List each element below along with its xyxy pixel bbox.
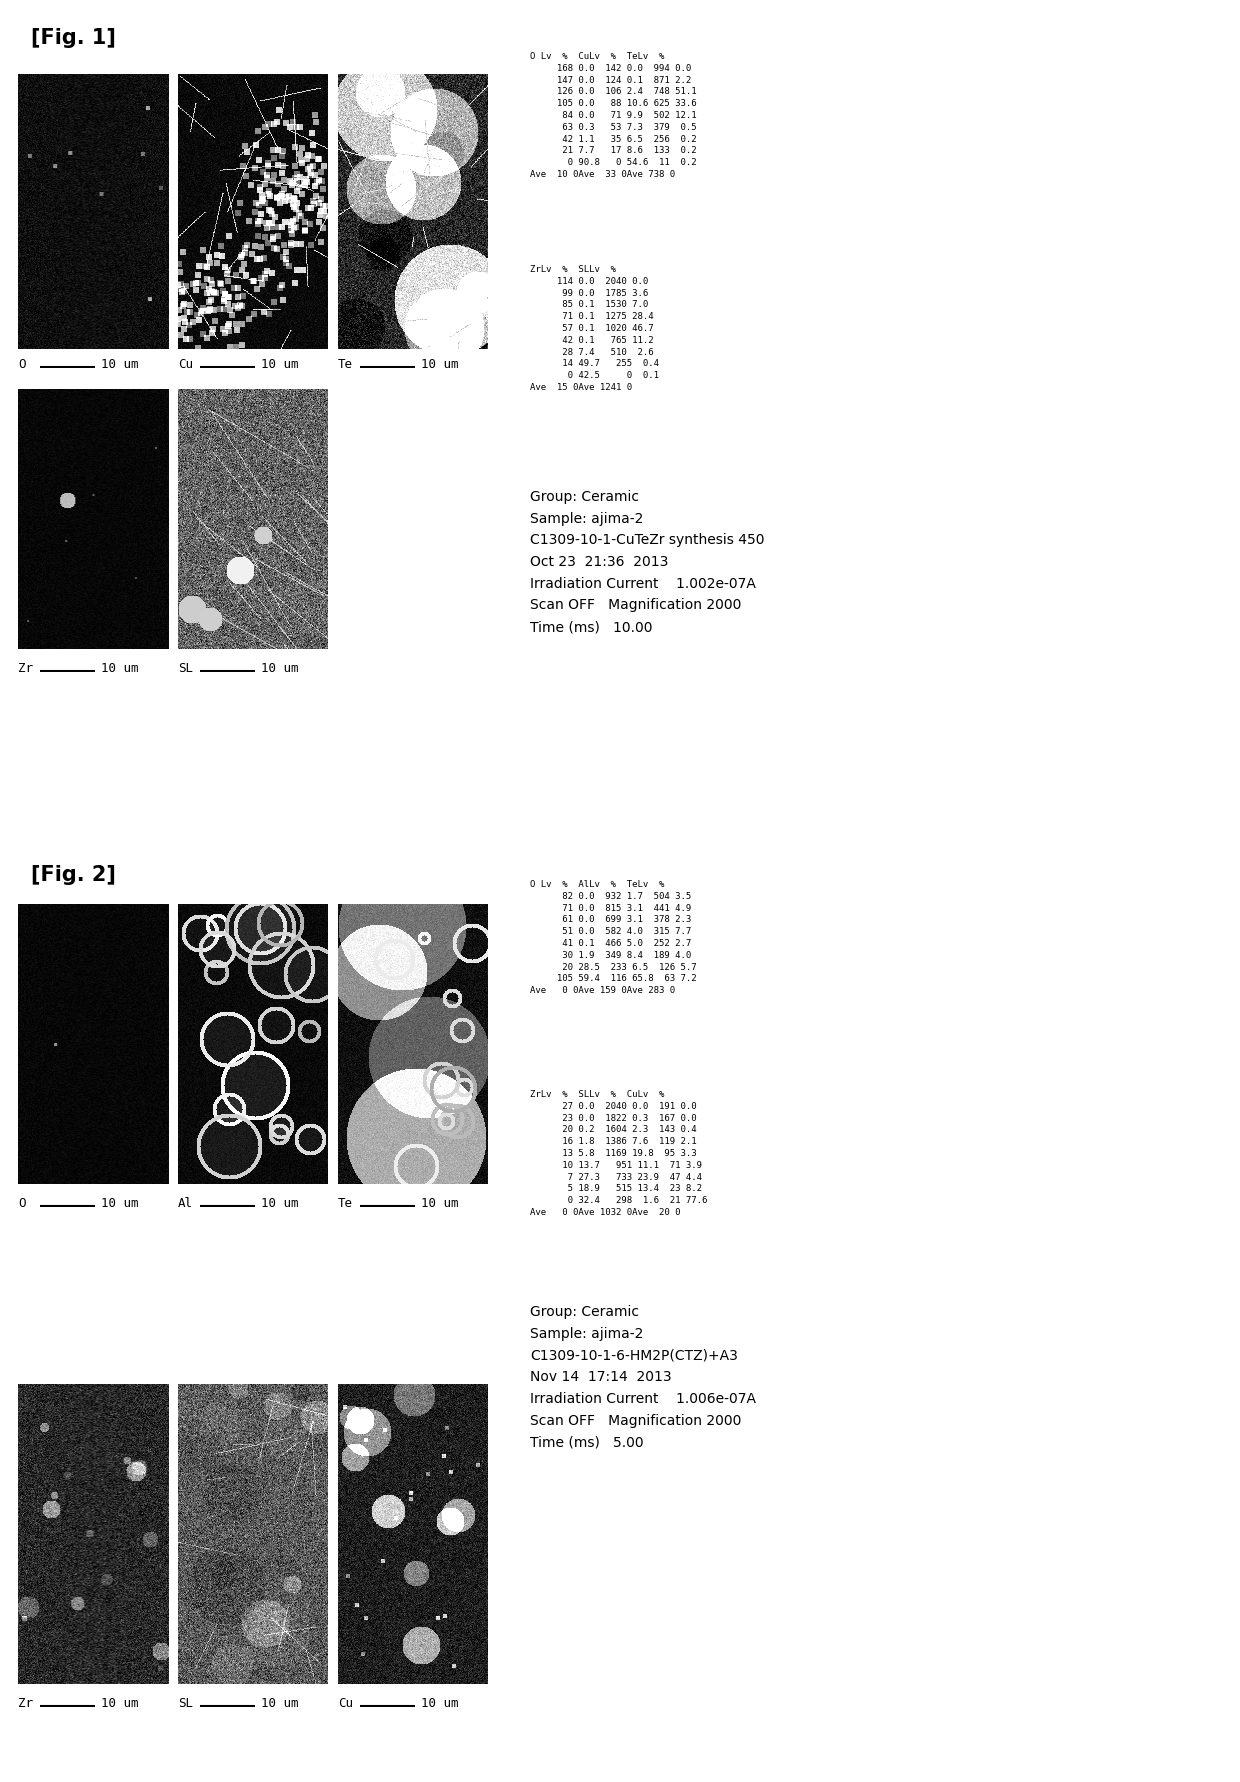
Text: 10 um: 10 um [262, 358, 299, 371]
Text: ZrLv  %  SLLv  %
     114 0.0  2040 0.0
      99 0.0  1785 3.6
      85 0.1  153: ZrLv % SLLv % 114 0.0 2040 0.0 99 0.0 17… [529, 266, 658, 392]
Text: 10 um: 10 um [262, 1196, 299, 1210]
Text: Te: Te [339, 1196, 353, 1210]
Text: Cu: Cu [179, 358, 193, 371]
Text: Cu: Cu [339, 1696, 353, 1709]
Text: 10 um: 10 um [102, 358, 139, 371]
Text: Group: Ceramic
Sample: ajima-2
C1309-10-1-6-HM2P(CTZ)+A3
Nov 14  17:14  2013
Irr: Group: Ceramic Sample: ajima-2 C1309-10-… [529, 1304, 756, 1449]
Text: ZrLv  %  SLLv  %  CuLv  %
      27 0.0  2040 0.0  191 0.0
      23 0.0  1822 0.3: ZrLv % SLLv % CuLv % 27 0.0 2040 0.0 191… [529, 1089, 707, 1217]
Text: 10 um: 10 um [102, 1196, 139, 1210]
Text: Zr: Zr [19, 1696, 33, 1709]
Text: Group: Ceramic
Sample: ajima-2
C1309-10-1-CuTeZr synthesis 450
Oct 23  21:36  20: Group: Ceramic Sample: ajima-2 C1309-10-… [529, 490, 765, 634]
Text: 10 um: 10 um [422, 1196, 459, 1210]
Text: 10 um: 10 um [422, 1696, 459, 1709]
Text: [Fig. 2]: [Fig. 2] [31, 864, 115, 884]
Text: Te: Te [339, 358, 353, 371]
Text: SL: SL [179, 1696, 193, 1709]
Text: O: O [19, 1196, 26, 1210]
Text: 10 um: 10 um [422, 358, 459, 371]
Text: [Fig. 1]: [Fig. 1] [31, 29, 115, 48]
Text: 10 um: 10 um [262, 661, 299, 675]
Text: 10 um: 10 um [262, 1696, 299, 1709]
Text: O: O [19, 358, 26, 371]
Text: 10 um: 10 um [102, 661, 139, 675]
Text: O Lv  %  CuLv  %  TeLv  %
     168 0.0  142 0.0  994 0.0
     147 0.0  124 0.1  : O Lv % CuLv % TeLv % 168 0.0 142 0.0 994… [529, 52, 697, 178]
Text: Al: Al [179, 1196, 193, 1210]
Text: O Lv  %  AlLv  %  TeLv  %
      82 0.0  932 1.7  504 3.5
      71 0.0  815 3.1  : O Lv % AlLv % TeLv % 82 0.0 932 1.7 504 … [529, 880, 697, 994]
Text: 10 um: 10 um [102, 1696, 139, 1709]
Text: SL: SL [179, 661, 193, 675]
Text: Zr: Zr [19, 661, 33, 675]
